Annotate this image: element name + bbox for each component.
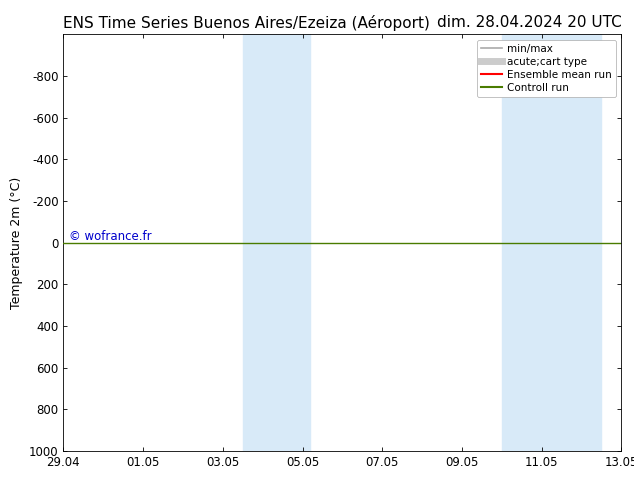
- Text: ENS Time Series Buenos Aires/Ezeiza (Aéroport): ENS Time Series Buenos Aires/Ezeiza (Aér…: [63, 15, 430, 31]
- Text: dim. 28.04.2024 20 UTC: dim. 28.04.2024 20 UTC: [437, 15, 621, 30]
- Legend: min/max, acute;cart type, Ensemble mean run, Controll run: min/max, acute;cart type, Ensemble mean …: [477, 40, 616, 97]
- Y-axis label: Temperature 2m (°C): Temperature 2m (°C): [10, 176, 23, 309]
- Bar: [243, 34, 311, 451]
- Bar: [501, 34, 602, 451]
- Text: © wofrance.fr: © wofrance.fr: [69, 229, 152, 243]
